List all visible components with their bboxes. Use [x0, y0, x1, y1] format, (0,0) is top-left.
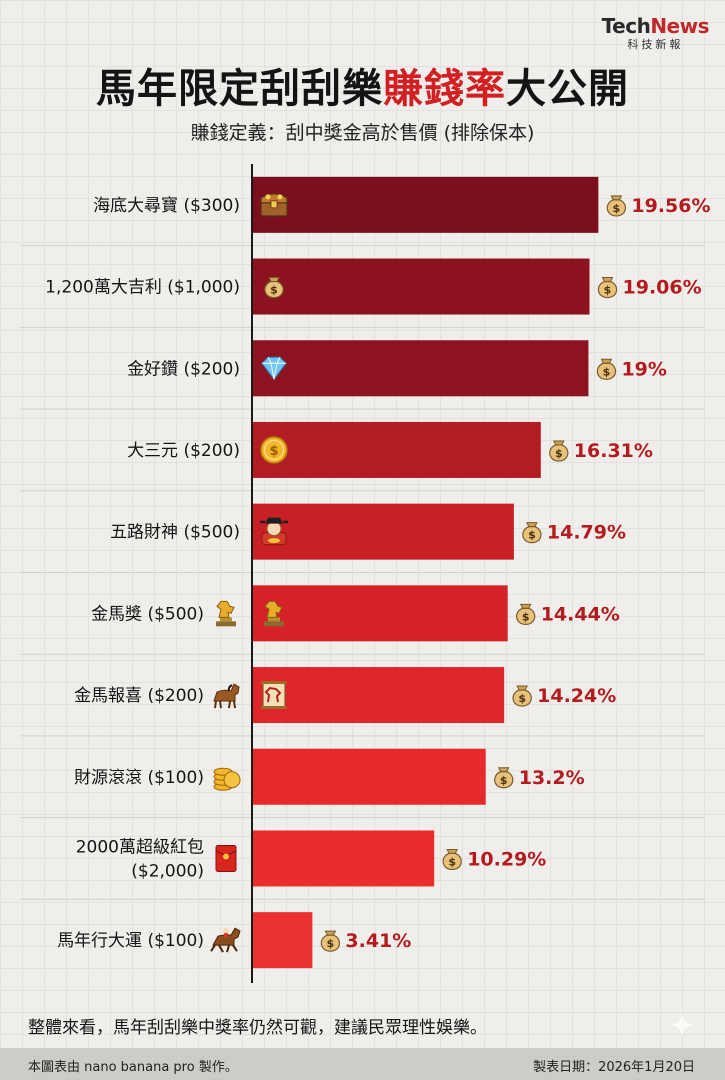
category-label: 金馬獎 ($500)	[91, 604, 204, 624]
brand-name: TechNews	[601, 14, 710, 38]
value-label: 19.56%	[631, 195, 710, 217]
coin-stack-icon	[213, 767, 241, 791]
money-bag-icon: $	[606, 195, 626, 217]
value-label: 13.2%	[519, 767, 585, 789]
bar: 大三元 ($200): 16.31%	[252, 421, 541, 478]
svg-text:$: $	[522, 610, 530, 623]
bar: 金馬獎 ($500): 14.44%	[252, 585, 508, 642]
red-envelope-icon	[215, 844, 237, 872]
money-bag-icon: $	[596, 358, 617, 380]
brand-subname: 科技新報	[627, 38, 684, 51]
bar: 金馬報喜 ($200): 14.24%	[252, 667, 505, 724]
bar-chart: 海底大尋寶 ($300): 19.56% 海底大尋寶 ($300) $19.56% 1…	[20, 164, 710, 983]
bar: 五路財神 ($500): 14.79%	[252, 503, 514, 560]
svg-text:$: $	[603, 365, 611, 378]
chart-date: 製表日期：2026年1月20日	[533, 1060, 695, 1075]
sparkle-icon	[669, 1012, 695, 1038]
value-label: 19%	[621, 358, 666, 380]
svg-text:$: $	[528, 529, 536, 542]
category-label: 財源滾滾 ($100)	[74, 768, 204, 788]
value-label: 14.24%	[537, 685, 616, 707]
category-label: 金好鑽 ($200)	[127, 359, 240, 379]
money-bag-icon: $	[597, 277, 618, 299]
value-label: 14.79%	[547, 522, 626, 544]
value-label: 14.44%	[541, 603, 620, 625]
category-label: 金馬報喜 ($200)	[74, 686, 204, 706]
category-label: 2000萬超級紅包($2,000)	[76, 837, 204, 881]
bar: 馬年行大運 ($100): 3.41%	[252, 912, 313, 969]
svg-text:$: $	[518, 692, 526, 705]
svg-text:$: $	[604, 284, 612, 297]
money-bag-icon: $	[442, 848, 462, 871]
category-label: 馬年行大運 ($100)	[57, 931, 204, 951]
svg-text:$: $	[613, 202, 621, 215]
horse-trophy-icon	[216, 600, 236, 627]
svg-text:$: $	[269, 444, 278, 459]
money-bag-icon: $	[522, 522, 542, 544]
footer-bar: 本圖表由 nano banana pro 製作。 製表日期：2026年1月20日	[0, 1048, 725, 1080]
horse-icon	[213, 683, 240, 709]
bar: 金好鑽 ($200): 19%	[252, 340, 589, 397]
money-bag-icon: $	[549, 440, 569, 462]
value-label: 16.31%	[574, 440, 653, 462]
svg-text:$: $	[327, 937, 335, 950]
svg-text:$: $	[270, 284, 278, 297]
bar: 2000萬超級紅包 ($2,000): 10.29%	[252, 830, 435, 887]
money-bag-icon: $	[494, 767, 514, 789]
value-label: 10.29%	[467, 848, 546, 870]
horse-trophy-icon	[264, 600, 284, 627]
category-label: 1,200萬大吉利 ($1,000)	[45, 278, 240, 298]
svg-text:$: $	[448, 855, 456, 868]
value-label: 3.41%	[345, 930, 411, 952]
title-highlight: 賺錢率	[383, 66, 506, 112]
money-bag-icon: $	[512, 685, 532, 707]
chart-credit: 本圖表由 nano banana pro 製作。	[28, 1060, 238, 1075]
svg-text:$: $	[555, 447, 563, 460]
bar: 1,200萬大吉利 ($1,000): 19.06%	[252, 258, 590, 315]
category-label: 五路財神 ($500)	[110, 523, 240, 543]
bar: 海底大尋寶 ($300): 19.56%	[252, 176, 599, 233]
category-label: 大三元 ($200)	[127, 441, 240, 461]
bar: 財源滾滾 ($100): 13.2%	[252, 748, 486, 805]
wealth-god-icon	[260, 517, 288, 546]
value-label: 19.06%	[623, 277, 702, 299]
gold-coin-icon: $	[260, 436, 288, 464]
running-horse-icon	[210, 927, 241, 953]
chart-subtitle: 賺錢定義：刮中獎金高於售價 (排除保本)	[190, 122, 535, 144]
svg-text:$: $	[500, 774, 508, 787]
chart-title: 馬年限定刮刮樂賺錢率大公開	[96, 66, 629, 112]
category-label: 海底大尋寶 ($300)	[93, 195, 240, 216]
horse-scroll-icon	[261, 681, 287, 710]
money-bag-icon: $	[516, 603, 536, 625]
money-bag-icon: $	[264, 277, 284, 299]
diamond-icon	[261, 356, 287, 381]
treasure-chest-icon	[260, 193, 288, 217]
brand-logo: TechNews 科技新報	[601, 14, 710, 52]
footer-note: 整體來看，馬年刮刮樂中獎率仍然可觀，建議民眾理性娛樂。	[28, 1018, 487, 1038]
money-bag-icon: $	[320, 930, 340, 952]
